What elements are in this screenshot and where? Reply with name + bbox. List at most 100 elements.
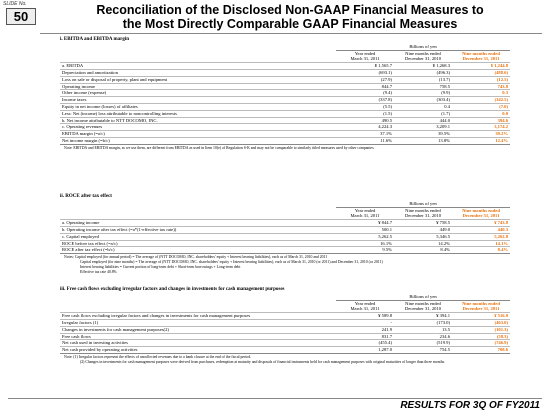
column-header: Nine months ended December 31, 2011 <box>452 300 510 313</box>
row: Free cash flows 831.7 234.6 (58.3) <box>60 333 510 340</box>
section: ii. ROCE after tax effect Billions of yen… <box>60 194 510 274</box>
row: Other income (expense) (9.4) (9.9) 0.3 <box>60 89 510 97</box>
value: (337.8) <box>378 97 392 103</box>
value: 13.8% <box>438 137 450 143</box>
row: b. Operating income after tax effect (=a… <box>60 226 510 233</box>
table-head: Billions of yen Year ended March 31, 2011 N… <box>60 43 510 63</box>
column-header: Nine months ended December 31, 2010 <box>394 50 452 63</box>
notes: Note: EBITDA and EBITDA margin, as we us… <box>60 146 510 151</box>
row: Billions of yen <box>60 200 510 208</box>
title-line: Reconciliation of the Disclosed Non-GAAP… <box>96 3 484 17</box>
value: (9.9) <box>441 90 450 96</box>
row: Income taxes (337.8) (303.4) (342.5) <box>60 96 510 104</box>
row-label: c. Capital employed <box>62 233 99 239</box>
row-label: Operating income <box>62 83 96 89</box>
cell <box>60 300 336 313</box>
value: 3,209.1 <box>436 124 450 130</box>
row-label: b. Operating income after tax effect (=a… <box>62 226 177 232</box>
value: 37.1% <box>380 131 392 137</box>
value: 0.0 <box>502 110 508 116</box>
row-label: Net cash used in investing activities <box>62 340 128 346</box>
note: Notes: Capital employed (for annual peri… <box>64 255 328 260</box>
title-line: the Most Directly Comparable GAAP Financ… <box>122 17 458 31</box>
value: (342.5) <box>494 97 508 103</box>
header-line: Nine months ended <box>405 207 441 213</box>
row-label: b. Net income attributable to NTT DOCOMO… <box>62 117 158 123</box>
row: c. Operating revenues 4,224.3 3,209.1 3,174… <box>60 123 510 131</box>
value: (13.7) <box>438 76 450 82</box>
section-title: ii. ROCE after tax effect <box>60 194 112 199</box>
table-body: a. Operating income ¥ 844.7 ¥ 758.5 ¥ 743.8… <box>60 219 510 254</box>
value: (58.3) <box>496 333 508 339</box>
column-header: Nine months ended December 31, 2010 <box>394 300 452 313</box>
header-line: December 31, 2010 <box>404 213 442 219</box>
value: 5,346.5 <box>436 233 450 239</box>
value: ¥ 844.7 <box>378 220 392 226</box>
header-line: December 31, 2011 <box>462 213 500 219</box>
header-line: December 31, 2011 <box>462 56 500 62</box>
value: 11.6% <box>380 137 392 143</box>
table: Billions of yen Year ended March 31, 2011 N… <box>60 200 510 254</box>
value: ¥ 1,268.3 <box>432 63 450 69</box>
notes: Note: (1) Irregular factors represent th… <box>60 355 510 365</box>
footer: RESULTS FOR 3Q OF FY2011 <box>400 400 540 411</box>
row: ROCE after tax effect (=b/c) 9.5% 8.4% 8.4% <box>60 246 510 254</box>
value: 13.5 <box>441 326 450 332</box>
table: Billions of yen Year ended March 31, 2011 N… <box>60 293 510 354</box>
row: a. EBITDA ¥ 1,565.7 ¥ 1,268.3 ¥ 1,244.8 <box>60 62 510 70</box>
note: (2) Changes in investments for cash mana… <box>80 359 446 364</box>
row-label: Free cash flows <box>62 333 91 339</box>
value: (1.5) <box>383 110 392 116</box>
section: i. EBITDA and EBITDA margin Billions of y… <box>60 37 510 151</box>
row: Billions of yen <box>60 43 510 51</box>
row: Loss on sale or disposal of property, pl… <box>60 76 510 83</box>
value: 440.3 <box>497 226 508 232</box>
value: 5,262.5 <box>378 233 392 239</box>
header-line: Year ended <box>354 300 376 306</box>
value: ¥ 1,565.7 <box>374 63 392 69</box>
value: 5,262.8 <box>494 233 508 239</box>
value: 3,174.2 <box>494 124 508 130</box>
notes: Notes: Capital employed (for annual peri… <box>60 255 510 274</box>
header-line: March 31, 2011 <box>350 56 380 62</box>
column-header: Nine months ended December 31, 2011 <box>452 50 510 63</box>
value: (101.3) <box>494 326 508 332</box>
row: b. Net income attributable to NTT DOCOMO… <box>60 117 510 124</box>
value: 754.5 <box>439 347 450 353</box>
value: 39.2% <box>495 131 508 137</box>
value: 1,287.0 <box>378 347 392 353</box>
header-line: Nine months ended <box>405 300 441 306</box>
header-line: March 31, 2011 <box>350 213 380 219</box>
value: (488.6) <box>494 69 508 75</box>
column-header: Year ended March 31, 2011 <box>336 300 394 313</box>
value: 394.6 <box>497 117 508 123</box>
row-label: a. EBITDA <box>62 63 84 69</box>
row: Changes in investments for cash manageme… <box>60 326 510 333</box>
note: Effective tax rate 40.8% <box>80 269 117 274</box>
table: Billions of yen Year ended March 31, 2011 N… <box>60 43 510 145</box>
value: 39.5% <box>438 131 450 137</box>
table-head: Billions of yen Year ended March 31, 2011 N… <box>60 200 510 220</box>
row: Less: Net (income) loss attributable to … <box>60 110 510 117</box>
value: (5.5) <box>383 103 392 109</box>
row-label: a. Operating income <box>62 220 100 226</box>
header-line: March 31, 2011 <box>350 306 380 312</box>
value: 743.8 <box>497 83 508 89</box>
section-title: i. EBITDA and EBITDA margin <box>60 37 130 42</box>
row-label: Less: Net (income) loss attributable to … <box>62 110 177 116</box>
slide-title: Reconciliation of the Disclosed Non-GAAP… <box>40 3 540 31</box>
table-body: a. EBITDA ¥ 1,565.7 ¥ 1,268.3 ¥ 1,244.8 Depr… <box>60 62 510 145</box>
value: 0.4 <box>444 103 450 109</box>
row-label: Net income margin (=b/c) <box>62 137 110 143</box>
row: Net cash provided by operating activitie… <box>60 346 510 354</box>
slide-label: SLIDE No. <box>3 1 27 7</box>
row-label: Equity in net income (losses) of affilia… <box>62 103 138 109</box>
value: (303.4) <box>436 97 450 103</box>
rule <box>8 398 542 399</box>
value: 12.4% <box>495 137 508 143</box>
value: 16.1% <box>380 240 392 246</box>
row: ROCE before tax effect (=a/c) 16.1% 14.2% 1… <box>60 240 510 247</box>
value: 500.1 <box>381 226 392 232</box>
value: 4,224.3 <box>378 124 392 130</box>
value: (1.7) <box>441 110 450 116</box>
